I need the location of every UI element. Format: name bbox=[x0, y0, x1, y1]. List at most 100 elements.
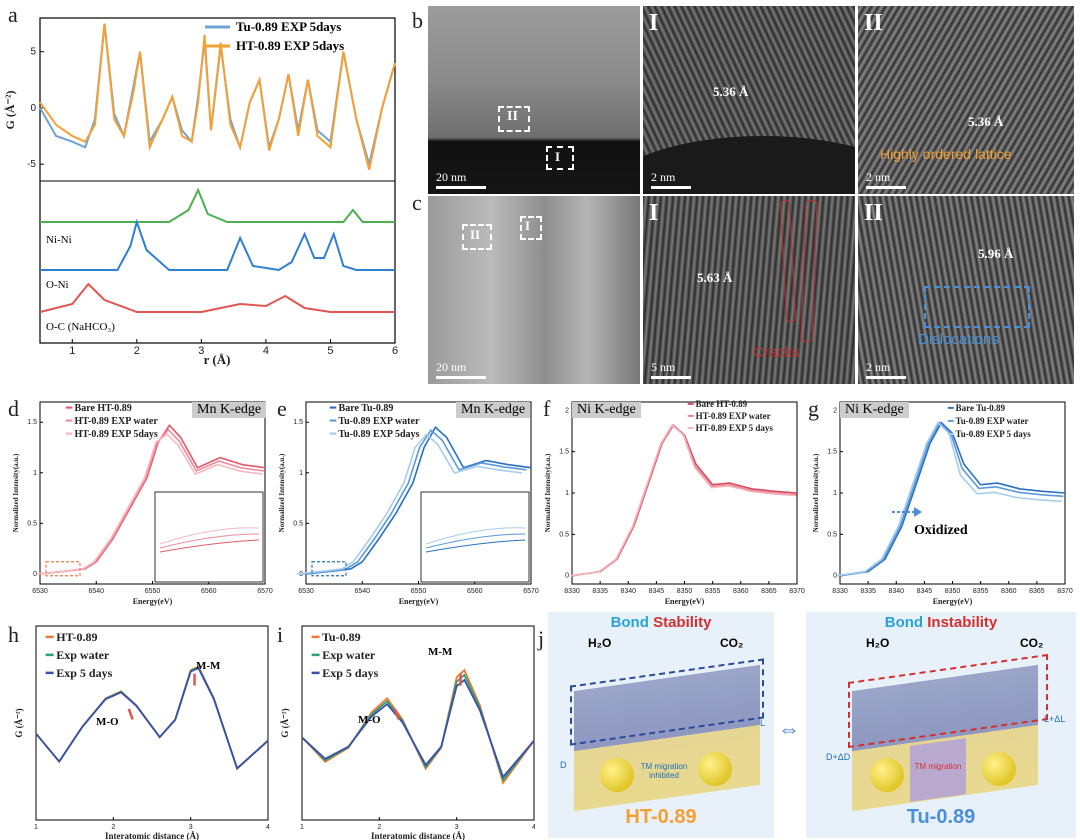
panel-g-edge-label: Ni K-edge bbox=[840, 402, 909, 418]
panel-label-h: h bbox=[8, 622, 19, 647]
series-line-1 bbox=[39, 23, 396, 171]
panel-f-legend: ━ Bare HT-0.89 ━ HT-0.89 EXP water ━ HT-… bbox=[688, 399, 773, 433]
series-line-2 bbox=[301, 678, 535, 779]
dislocations-label: Dislocations bbox=[918, 331, 999, 348]
panel-label-f: f bbox=[543, 396, 551, 421]
region-box-II bbox=[462, 224, 492, 250]
oxidized-label: Oxidized bbox=[914, 523, 968, 538]
y-tick-label: 1.5 bbox=[293, 419, 303, 426]
inset-line-1 bbox=[159, 533, 260, 549]
x-tick-label: 8330 bbox=[564, 588, 580, 595]
x-tick-label: 3 bbox=[189, 824, 193, 831]
series-line-1 bbox=[838, 421, 1064, 577]
panel-h-peak-mo: M-O bbox=[96, 716, 119, 728]
panel-a-chart: -5 0 5 1 2 3 4 5 6 r (Å) G (Å⁻²) Tu-0.89 EXP 5d… bbox=[3, 17, 398, 367]
x-tick-label: 6550 bbox=[411, 588, 427, 595]
panel-a-legend-tu: Tu-0.89 EXP 5days bbox=[236, 19, 341, 34]
drop-arrow bbox=[127, 708, 134, 720]
series-line-2 bbox=[35, 666, 269, 770]
y-tick-label: 0.5 bbox=[293, 520, 303, 527]
panel-d-legend: ━ Bare HT-0.89 ━ HT-0.89 EXP water ━ HT-… bbox=[66, 403, 158, 440]
x-axis-label: Interatomic distance (Å) bbox=[371, 831, 465, 840]
x-tick-label: 6550 bbox=[145, 588, 161, 595]
panel-e-edge-label: Mn K-edge bbox=[456, 402, 531, 418]
panel-d-edge-label: Mn K-edge bbox=[192, 402, 267, 418]
double-arrow-icon: ⇔ bbox=[778, 716, 800, 741]
x-tick-label: 2 bbox=[111, 824, 115, 831]
x-tick-label: 8350 bbox=[677, 588, 693, 595]
panel-g-legend: ━ Bare Tu-0.89 ━ Tu-0.89 EXP water ━ Tu-… bbox=[948, 403, 1031, 439]
panel-a-ylabel: G (Å⁻²) bbox=[3, 91, 17, 130]
x-tick-label: 8345 bbox=[649, 588, 665, 595]
panel-k-title: Bond Instability bbox=[884, 614, 998, 631]
crack-outline bbox=[779, 199, 797, 323]
x-tick-label: 2 bbox=[134, 345, 140, 357]
x-tick-label: 1 bbox=[34, 824, 38, 831]
x-tick-label: 6540 bbox=[88, 588, 104, 595]
x-tick-label: 8345 bbox=[917, 588, 933, 595]
pdf-charts: 1 2 3 4 Interatomic distance (Å) G (Å⁻²) 1 2 3 4… bbox=[14, 625, 535, 840]
y-axis-label: Normalized Intensity(a.u.) bbox=[544, 453, 552, 532]
plot-frame bbox=[35, 625, 269, 821]
co2-label: CO₂ bbox=[1020, 636, 1044, 650]
x-tick-label: 6 bbox=[392, 345, 398, 357]
x-axis-label: Energy(eV) bbox=[133, 597, 173, 606]
panel-e-chart: 6530 6540 6550 6560 6570 0 0.5 1 1.5 Energy(eV) No… bbox=[278, 401, 539, 606]
reference-line-2 bbox=[39, 282, 395, 313]
region-label-I: I bbox=[555, 149, 561, 164]
x-tick-label: 8360 bbox=[1001, 588, 1017, 595]
dim-d-label: D bbox=[560, 760, 567, 770]
series-line-2 bbox=[836, 421, 1062, 577]
panel-b-overview-image: II I 20 nm bbox=[428, 6, 640, 194]
zoom-box bbox=[311, 561, 347, 577]
inset-line-1 bbox=[425, 533, 526, 549]
series-line-2 bbox=[296, 433, 523, 575]
xas-charts: 6530 6540 6550 6560 6570 0 0.5 1 1.5 Energy(eV) No… bbox=[12, 401, 1073, 606]
panel-label-d: d bbox=[8, 396, 19, 421]
x-axis-label: Energy(eV) bbox=[665, 597, 705, 606]
panel-b-region-II-image: II 5.36 Å Highly ordered lattice 2 nm bbox=[858, 6, 1074, 194]
panel-i-peak-mo: M-O bbox=[358, 714, 381, 726]
reference-line-0 bbox=[40, 187, 395, 223]
x-tick-label: 4 bbox=[532, 824, 535, 831]
x-tick-label: 8365 bbox=[761, 588, 777, 595]
panel-b-region-I-image: I 5.36 Å 2 nm bbox=[643, 6, 855, 194]
dim-l-label: L bbox=[760, 718, 766, 728]
y-tick-label: 1.5 bbox=[827, 449, 837, 456]
scale-bar bbox=[651, 186, 691, 189]
dark-edge bbox=[643, 136, 855, 194]
panel-i-legend: ━ Tu-0.89 ━ Exp water ━ Exp 5 days bbox=[312, 630, 379, 680]
scale-bar bbox=[651, 376, 691, 379]
panel-label-g: g bbox=[808, 396, 819, 421]
y-axis-label: Normalized Intensity(a.u.) bbox=[812, 453, 820, 532]
lattice-note: Highly ordered lattice bbox=[880, 146, 1012, 162]
panel-i-chart: 1 2 3 4 Interatomic distance (Å) G (Å⁻²) bbox=[280, 625, 535, 840]
panel-label-e: e bbox=[277, 396, 287, 421]
y-tick-label: 2 bbox=[833, 407, 837, 414]
h2o-label: H₂O bbox=[588, 636, 612, 650]
reference-line-1 bbox=[40, 218, 395, 272]
inset-line-2 bbox=[425, 527, 526, 545]
region-box-I bbox=[520, 216, 542, 240]
panel-h-chart: 1 2 3 4 Interatomic distance (Å) G (Å⁻²) bbox=[14, 625, 270, 840]
panel-f-chart: 8330 8335 8340 8345 8350 8355 8360 8365 8370 0 0.5… bbox=[544, 401, 805, 606]
d-spacing-label: 5.63 Å bbox=[697, 270, 733, 285]
x-tick-label: 8340 bbox=[888, 588, 904, 595]
x-tick-label: 6560 bbox=[201, 588, 217, 595]
x-tick-label: 8355 bbox=[705, 588, 721, 595]
d-spacing-label: 5.36 Å bbox=[713, 84, 749, 99]
x-tick-label: 1 bbox=[300, 824, 304, 831]
x-axis-label: Interatomic distance (Å) bbox=[105, 831, 199, 840]
y-tick-label: 0.5 bbox=[559, 531, 569, 538]
sub-label: II bbox=[864, 10, 883, 36]
y-axis-label: G (Å⁻²) bbox=[280, 708, 290, 737]
panel-label-a: a bbox=[8, 2, 18, 27]
panel-h-peak-mm: M-M bbox=[196, 660, 221, 672]
series-line-0 bbox=[305, 426, 532, 575]
y-axis-label: Normalized Intensity(a.u.) bbox=[278, 453, 286, 532]
y-tick-label: 0 bbox=[30, 103, 36, 114]
x-tick-label: 8335 bbox=[592, 588, 608, 595]
sub-label: I bbox=[649, 10, 659, 36]
dim-d-label: D+ΔD bbox=[826, 752, 851, 762]
y-tick-label: 2 bbox=[565, 407, 569, 414]
